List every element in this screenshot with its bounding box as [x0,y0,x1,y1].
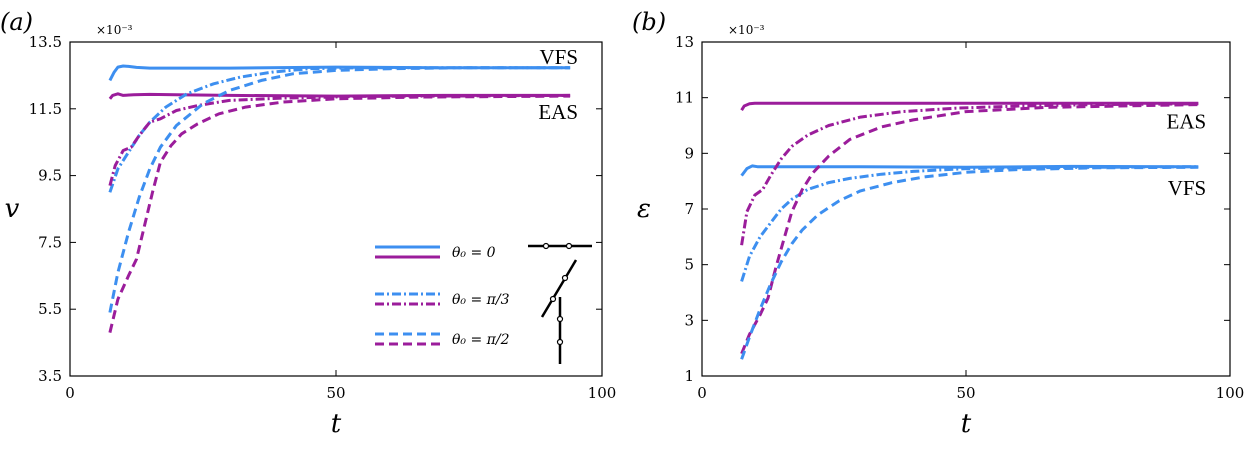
chart-a-x-axis-title: t [331,409,342,439]
orientation-pictograms [528,242,592,364]
chart-a-x-tick-label: 0 [65,384,75,402]
chart-b-y-tick-label: 13 [675,33,694,51]
chart-a-series-vfs-dashed-line [108,66,571,313]
chart-a-y-tick-label: 13.5 [29,33,62,51]
pictogram-joint [556,315,564,323]
chart-a-x-tick-label: 100 [588,384,617,402]
chart-b-y-axis-title: ε [637,194,651,224]
chart-b-series-vfs-dashed-line [740,165,1199,360]
chart-b-panel-label: (b) [632,8,666,36]
chart-b-series-eas-dashdot-line [740,102,1199,246]
legend-label-dashed: θ₀ = π/2 [452,332,510,348]
chart-b-y-tick-label: 5 [684,256,694,274]
chart-a-series-vfs-dashdot-line [108,66,571,193]
chart-a-panel-label: (a) [0,8,33,36]
panel-a-chart: 0 50 100 3.5 5.5 7.5 9.5 11.5 13.5 ×10⁻³ t v (a) VFS E… [0,8,616,439]
chart-b-exponent-label: ×10⁻³ [728,23,765,37]
chart-a-y-tick-label: 9.5 [38,167,62,185]
chart-a-y-tick-label: 3.5 [38,367,62,385]
chart-b-y-tick-label: 9 [684,144,694,162]
chart-b-y-tick-label: 11 [675,89,694,107]
chart-b-series-vfs-dashdot-line [740,165,1199,282]
chart-b-x-tick-label: 100 [1216,384,1245,402]
chart-b-y-tick-label: 1 [684,367,694,385]
chart-b-plot-frame [701,41,1231,377]
pictogram-joint [561,274,569,282]
legend: θ₀ = 0 θ₀ = π/3 θ₀ = π/2 [375,242,592,364]
chart-a-annotation-eas: EAS [538,100,578,124]
pictogram-joint [542,242,550,250]
pictogram-joint [549,295,557,303]
chart-b-annotation-eas: EAS [1167,109,1207,133]
chart-a-series-eas-dashdot-line [108,93,571,186]
chart-b-y-tick-label: 3 [684,311,694,329]
chart-a-exponent-label: ×10⁻³ [96,23,133,37]
chart-b-series-eas-dashed-line [740,103,1199,355]
pictogram-joint [556,338,564,346]
chart-a-y-axis-title: v [5,194,20,224]
chart-b-x-axis-title: t [961,409,972,439]
legend-label-solid: θ₀ = 0 [452,245,496,261]
chart-b-x-tick-label: 0 [697,384,707,402]
chart-b-x-tick-label: 50 [956,384,975,402]
pictogram-joint [565,242,573,250]
chart-a-series-vfs-solid-line [108,64,571,82]
chart-b-y-tick-label: 7 [684,200,694,218]
chart-a-y-tick-label: 11.5 [29,100,62,118]
legend-label-dashdot: θ₀ = π/3 [452,292,510,308]
chart-b-annotation-vfs: VFS [1168,176,1207,200]
pictogram-tilted-rod [540,259,578,318]
chart-a-annotation-vfs: VFS [540,45,579,69]
chart-a-y-tick-label: 7.5 [38,233,62,251]
chart-b-series-eas-solid-line [740,101,1199,111]
chart-a-x-tick-label: 50 [326,384,345,402]
chart-a-y-tick-label: 5.5 [38,300,62,318]
